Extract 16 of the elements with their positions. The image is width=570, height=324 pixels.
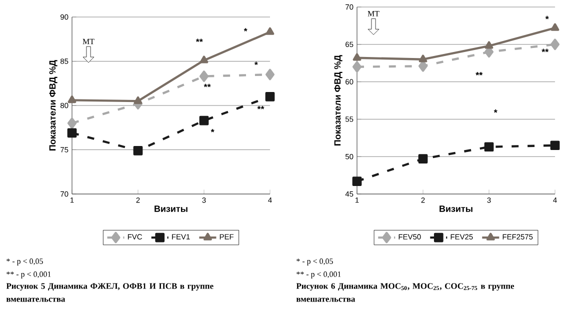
annotation: ** xyxy=(204,84,211,88)
chart-title: Рисунок 6 Динамика МОС$_{50}$, МОС$_{25}$, СОС$_{25-75}$ в группе вмешательства xyxy=(296,283,514,302)
y-axis-title: Показатели ФВД %Д xyxy=(49,60,58,150)
annotation: ** xyxy=(196,38,203,42)
annotation: ** xyxy=(476,72,483,76)
annotation: ** xyxy=(257,106,264,110)
annotation: * xyxy=(210,128,214,132)
text: Рисунок 5 Динамика ФЖЕЛ, ОФВ1 И ПСВ в группе вмешательства xyxy=(6,283,214,302)
annotation: * xyxy=(494,109,498,113)
x-axis-title: Визиты xyxy=(440,206,472,212)
annotation: * xyxy=(254,62,258,66)
x-axis-title: Визиты xyxy=(154,206,188,212)
annotation: * xyxy=(244,28,248,32)
annotation: ** xyxy=(542,48,549,52)
y-axis-title: Показатели ФВД %Д xyxy=(334,55,342,146)
annotation: * xyxy=(545,16,549,20)
